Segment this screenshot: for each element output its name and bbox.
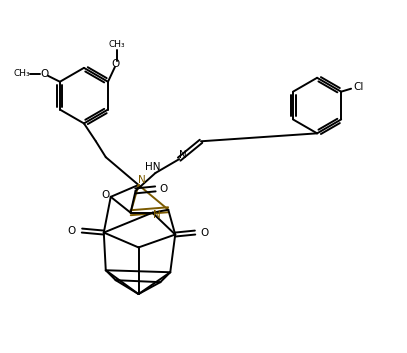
Text: CH₃: CH₃ — [109, 40, 125, 49]
Text: HN: HN — [144, 162, 160, 172]
Text: N: N — [153, 210, 161, 220]
Text: N: N — [179, 150, 187, 160]
Text: O: O — [159, 184, 167, 194]
Text: O: O — [67, 226, 75, 235]
Text: N: N — [138, 175, 145, 185]
Text: Cl: Cl — [354, 82, 364, 92]
Text: O: O — [112, 59, 120, 69]
Text: O: O — [201, 228, 209, 238]
Text: CH₃: CH₃ — [14, 69, 31, 78]
Text: O: O — [40, 69, 48, 79]
Text: O: O — [102, 190, 110, 200]
